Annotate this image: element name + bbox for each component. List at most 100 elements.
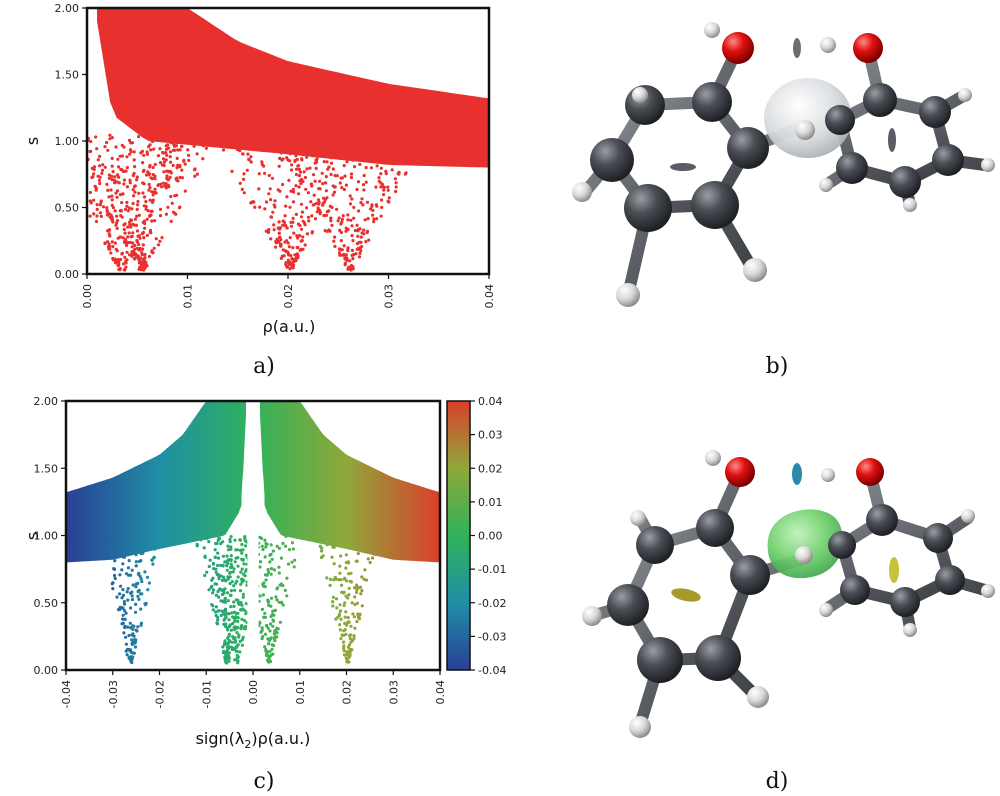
chart-a-point xyxy=(126,209,130,213)
chart-c-xtick-label: 0.01 xyxy=(294,680,307,705)
chart-a-point xyxy=(359,235,363,239)
chart-c-spike xyxy=(103,534,162,665)
chart-a-point xyxy=(318,210,322,214)
chart-a-point xyxy=(301,179,305,184)
chart-a-point xyxy=(348,259,352,263)
chart-a-point xyxy=(125,200,129,205)
chart-a-point xyxy=(183,189,187,193)
chart-a-point xyxy=(128,178,132,182)
chart-a-point xyxy=(268,140,272,144)
chart-a-point xyxy=(109,251,113,255)
chart-a-point xyxy=(133,244,137,248)
chart-c-point xyxy=(260,607,264,612)
chart-a-point xyxy=(169,171,173,175)
chart-a-point xyxy=(132,150,136,154)
chart-a-point xyxy=(366,217,370,221)
chart-a-point xyxy=(337,247,342,251)
chart-a-point xyxy=(156,183,160,188)
chart-c-point xyxy=(290,560,294,564)
chart-c-point xyxy=(130,638,134,642)
chart-a-point xyxy=(178,175,182,180)
chart-c-point xyxy=(277,546,281,550)
chart-c-point xyxy=(136,594,140,599)
chart-a-point xyxy=(292,150,296,154)
chart-c-point xyxy=(234,615,238,619)
chart-a-point xyxy=(107,244,112,248)
chart-a-point xyxy=(115,221,119,225)
hydrogen-atom xyxy=(903,623,917,637)
chart-c-point xyxy=(342,603,346,608)
chart-a-point xyxy=(115,226,119,230)
chart-a-point xyxy=(285,195,289,199)
chart-a-point xyxy=(149,176,153,180)
chart-a-point xyxy=(128,181,132,185)
chart-a-point xyxy=(292,190,296,194)
chart-c-point xyxy=(208,558,212,562)
chart-c-point xyxy=(134,564,138,568)
chart-c-point xyxy=(213,555,217,559)
chart-c-point xyxy=(126,587,130,591)
chart-a-point xyxy=(294,184,298,188)
chart-a-point xyxy=(111,220,115,224)
chart-c-point xyxy=(269,614,273,619)
chart-c-point xyxy=(221,564,225,568)
chart-a-point xyxy=(130,141,134,145)
chart-a-point xyxy=(382,188,386,192)
chart-a-point xyxy=(365,229,370,233)
chart-a-point xyxy=(352,165,357,169)
chart-a-point xyxy=(164,212,168,216)
chart-c-point xyxy=(338,623,342,627)
chart-a-point xyxy=(142,153,146,157)
chart-a-point xyxy=(94,186,98,190)
chart-c-point xyxy=(219,613,223,618)
chart-c-axes: -0.04 -0.03 -0.02 -0.01 0.00 0.01 0.02 0.03 0.04… xyxy=(34,395,448,708)
chart-a-point xyxy=(343,263,347,267)
chart-c-point xyxy=(349,571,353,575)
chart-c-point xyxy=(126,625,130,629)
chart-c-point xyxy=(229,558,233,563)
chart-a-point xyxy=(137,213,141,217)
chart-a-point xyxy=(278,226,282,230)
chart-c-point xyxy=(285,576,289,580)
chart-a-point xyxy=(322,160,326,164)
chart-a-point xyxy=(386,188,390,192)
chart-c-point xyxy=(236,564,240,568)
chart-a-point xyxy=(164,158,168,162)
chart-a-point xyxy=(291,216,295,220)
hydrogen-atom xyxy=(704,22,720,38)
chart-c-point xyxy=(273,609,277,613)
chart-a-point xyxy=(120,201,124,205)
chart-c-point xyxy=(360,589,364,593)
chart-a-point xyxy=(166,169,170,173)
chart-a-point xyxy=(306,191,310,195)
chart-c-xtick-label: 0.04 xyxy=(434,680,447,705)
chart-a-point xyxy=(333,174,337,178)
chart-c-point xyxy=(268,649,272,654)
carbon-atom xyxy=(730,555,770,595)
chart-a-point xyxy=(107,247,111,251)
hydrogen-atom xyxy=(821,468,835,482)
chart-c-xtick-label: 0.00 xyxy=(247,680,260,705)
chart-a-point xyxy=(372,217,376,221)
chart-a-point xyxy=(277,220,281,224)
chart-a-point xyxy=(246,152,250,156)
chart-a-point xyxy=(345,135,349,140)
hydrogen-atom xyxy=(961,509,975,523)
chart-c-point xyxy=(228,624,232,628)
chart-c-point xyxy=(203,573,207,578)
chart-c-point xyxy=(137,559,141,564)
chart-a-point xyxy=(406,151,410,155)
chart-a-point xyxy=(150,219,154,223)
chart-c-point xyxy=(222,649,226,654)
chart-a-point xyxy=(390,168,394,172)
chart-a-point xyxy=(278,189,282,193)
chart-a-point xyxy=(142,236,146,240)
chart-a-point xyxy=(316,147,320,151)
chart-a-xlabel: ρ(a.u.) xyxy=(263,317,316,336)
chart-a-point xyxy=(153,177,157,181)
chart-a-point xyxy=(282,220,286,224)
chart-a-point xyxy=(314,166,318,170)
chart-a-point xyxy=(272,228,276,232)
chart-a-point xyxy=(299,227,304,231)
chart-c-point xyxy=(221,575,226,579)
